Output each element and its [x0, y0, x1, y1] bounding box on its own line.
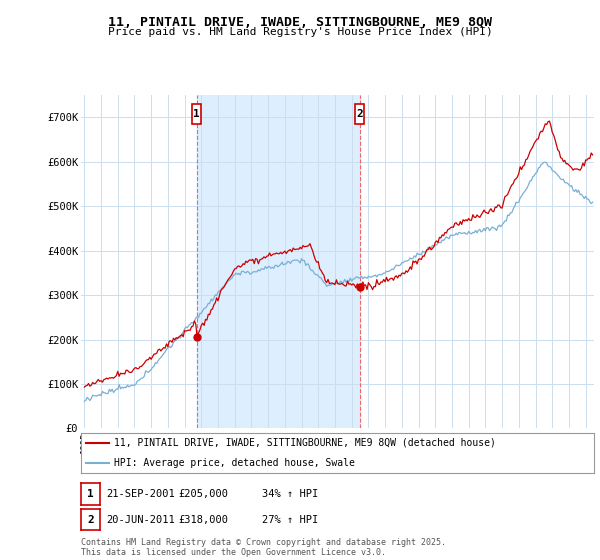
Text: £205,000: £205,000: [178, 489, 228, 499]
FancyBboxPatch shape: [355, 104, 364, 124]
FancyBboxPatch shape: [192, 104, 201, 124]
Bar: [197, 95, 359, 428]
Text: 20-JUN-2011: 20-JUN-2011: [106, 515, 175, 525]
Text: 27% ↑ HPI: 27% ↑ HPI: [262, 515, 319, 525]
Text: 2: 2: [356, 109, 363, 119]
Text: HPI: Average price, detached house, Swale: HPI: Average price, detached house, Swal…: [115, 458, 355, 468]
Text: 11, PINTAIL DRIVE, IWADE, SITTINGBOURNE, ME9 8QW: 11, PINTAIL DRIVE, IWADE, SITTINGBOURNE,…: [108, 16, 492, 29]
Text: 1: 1: [87, 489, 94, 499]
Text: Price paid vs. HM Land Registry's House Price Index (HPI): Price paid vs. HM Land Registry's House …: [107, 27, 493, 37]
Text: 2: 2: [87, 515, 94, 525]
Text: 1: 1: [193, 109, 200, 119]
Text: £318,000: £318,000: [178, 515, 228, 525]
Text: 21-SEP-2001: 21-SEP-2001: [106, 489, 175, 499]
Text: 34% ↑ HPI: 34% ↑ HPI: [262, 489, 319, 499]
Text: Contains HM Land Registry data © Crown copyright and database right 2025.
This d: Contains HM Land Registry data © Crown c…: [81, 538, 446, 557]
Text: 11, PINTAIL DRIVE, IWADE, SITTINGBOURNE, ME9 8QW (detached house): 11, PINTAIL DRIVE, IWADE, SITTINGBOURNE,…: [115, 437, 496, 447]
